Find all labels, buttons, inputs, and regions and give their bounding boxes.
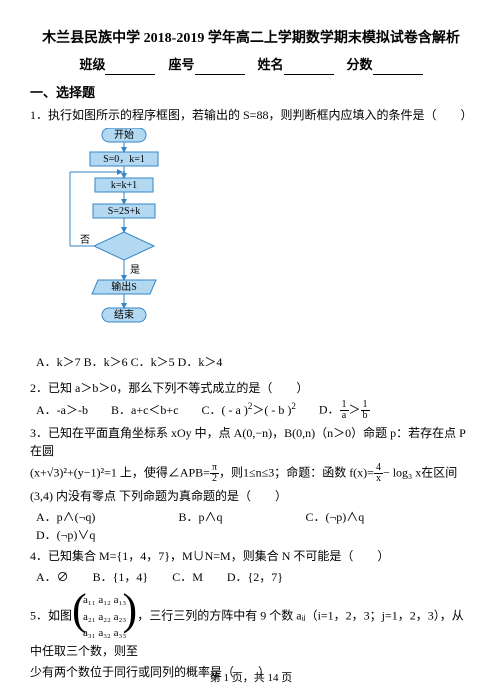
slot-class — [105, 61, 155, 75]
q2-options: A．-a＞-b B．a+c＜b+c C．( - a )2＞( - b )2 D．… — [36, 400, 472, 422]
question-3-line2: (x+√3)²+(y−1)²=1 上，使得∠APB=π2，则1≤n≤3；命题：函… — [30, 463, 472, 484]
label-name: 姓名 — [258, 57, 284, 72]
q2-opt-c: C．( - a )2＞( - b )2 — [202, 400, 296, 419]
q1-options: A．k＞7 B．k＞6 C．k＞5 D．k＞4 — [36, 353, 472, 371]
flow-b2: k=k+1 — [111, 180, 137, 191]
question-3-line3: (3,4) 内没有零点 下列命题为真命题的是（ ） — [30, 487, 472, 505]
q3-opt-d: D．(¬p)∨q — [36, 526, 95, 544]
flowchart: 开始 S=0，k=1 k=k+1 S=2S+k 否 是 输出S 结束 — [60, 128, 472, 349]
label-seat: 座号 — [168, 57, 194, 72]
flow-b1: S=0，k=1 — [103, 154, 145, 165]
matrix-r1: a₁₁ a₁₂ a₁₃ — [83, 592, 126, 609]
q4-options: A．∅ B．{1，4} C．M D．{2，7} — [36, 568, 472, 586]
matrix-r3: a₃₁ a₃₂ a₃₃ — [83, 625, 126, 642]
flow-b3: S=2S+k — [108, 206, 140, 217]
q3-options: A．p∧(¬q) B．p∧q C．(¬p)∧q D．(¬p)∨q — [36, 508, 472, 544]
slot-score — [373, 61, 423, 75]
matrix: ( a₁₁ a₁₂ a₁₃ a₂₁ a₂₂ a₂₃ a₃₁ a₃₂ a₃₃ ) — [75, 592, 134, 642]
q3-opt-a: A．p∧(¬q) — [36, 508, 95, 526]
page-footer: 第 1 页，共 14 页 — [0, 670, 502, 687]
q3b-mid: ，则1≤n≤3；命题：函数 f(x)= — [219, 466, 374, 480]
question-2: 2．已知 a＞b＞0，那么下列不等式成立的是（ ） — [30, 379, 472, 397]
q3-opt-b: B．p∧q — [178, 508, 222, 526]
q2-opt-d: D．1a＞1b — [319, 400, 370, 421]
slot-name — [284, 61, 334, 75]
section-1-heading: 一、选择题 — [30, 83, 472, 103]
flowchart-svg: 开始 S=0，k=1 k=k+1 S=2S+k 否 是 输出S 结束 — [60, 128, 195, 343]
slot-seat — [195, 61, 245, 75]
q2-opt-a: A．-a＞-b — [36, 401, 88, 419]
question-4: 4．已知集合 M={1，4，7}，M∪N=M，则集合 N 不可能是（ ） — [30, 547, 472, 565]
q3b-pre: (x+√3)²+(y−1)²=1 上，使得∠APB= — [30, 466, 210, 480]
flow-yes: 是 — [130, 264, 140, 276]
question-3-line1: 3．已知在平面直角坐标系 xOy 中，点 A(0,−n)，B(0,n)（n＞0）… — [30, 424, 472, 460]
flow-no: 否 — [80, 234, 90, 246]
label-class: 班级 — [79, 57, 105, 72]
flow-start: 开始 — [114, 128, 134, 141]
exam-title: 木兰县民族中学 2018-2019 学年高二上学期数学期末模拟试卷含解析 — [30, 28, 472, 49]
q5-pre: 5．如图 — [30, 609, 72, 623]
question-5-line1: 5．如图 ( a₁₁ a₁₂ a₁₃ a₂₁ a₂₂ a₂₃ a₃₁ a₃₂ a… — [30, 592, 472, 660]
q3-opt-c: C．(¬p)∧q — [305, 508, 364, 526]
question-1: 1．执行如图所示的程序框图，若输出的 S=88，则判断框内应填入的条件是（ ） — [30, 106, 472, 124]
header-row: 班级 座号 姓名 分数 — [30, 55, 472, 75]
q2-opt-b: B．a+c＜b+c — [111, 401, 179, 419]
flow-end: 结束 — [114, 308, 134, 321]
flow-out: 输出S — [111, 280, 137, 293]
q3b-post: − log₃ x在区间 — [383, 466, 457, 480]
label-score: 分数 — [347, 57, 373, 72]
matrix-r2: a₂₁ a₂₂ a₂₃ — [83, 609, 126, 626]
